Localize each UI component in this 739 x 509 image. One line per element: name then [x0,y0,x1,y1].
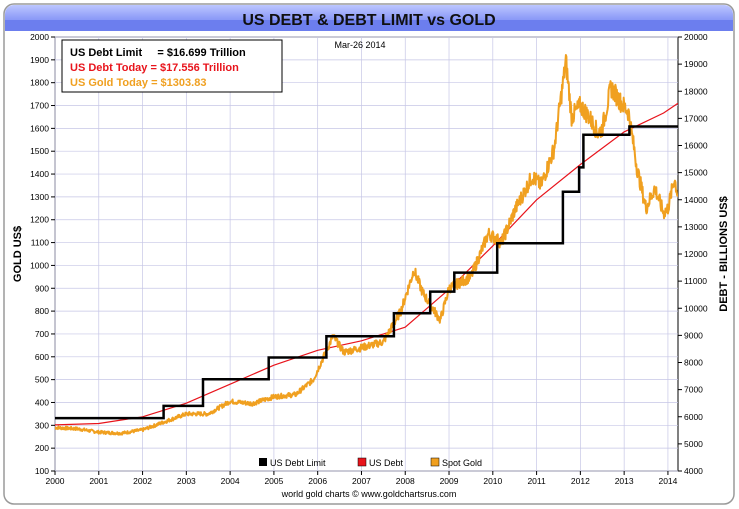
chart-title: US DEBT & DEBT LIMIT vs GOLD [242,12,495,29]
y-axis-left: 100 200 300 400 500 600 700 800 900 1000 1100 1200 1… [30,32,55,476]
x-tick-label: 2002 [133,476,152,486]
y-left-tick-label: 1800 [30,78,49,88]
legend-swatch-debt [357,457,367,467]
y-axis-left-label: GOLD US$ [12,226,24,282]
x-tick-label: 2000 [46,476,65,486]
y-right-tick-label: 10000 [684,303,708,313]
y-right-tick-label: 7000 [684,385,703,395]
series-spot-gold-line [55,54,678,436]
y-left-tick-label: 400 [35,397,49,407]
x-tick-label: 2013 [615,476,634,486]
y-right-tick-label: 13000 [684,222,708,232]
y-left-tick-label: 700 [35,329,49,339]
y-left-tick-label: 300 [35,420,49,430]
x-tick-label: 2010 [483,476,502,486]
y-left-tick-label: 100 [35,466,49,476]
info-debt-limit: US Debt Limit = $16.699 Trillion [70,47,246,59]
y-right-tick-label: 4000 [684,466,703,476]
y-right-tick-label: 17000 [684,113,708,123]
plot-area [54,36,679,472]
legend-swatch-debt-limit [259,458,267,466]
y-right-tick-label: 5000 [684,439,703,449]
x-tick-label: 2004 [221,476,240,486]
y-right-tick-label: 15000 [684,168,708,178]
x-tick-label: 2008 [396,476,415,486]
y-left-tick-label: 1100 [31,238,50,248]
y-right-tick-label: 16000 [684,141,708,151]
y-left-tick-label: 1500 [30,146,49,156]
legend-label-gold: Spot Gold [442,458,482,468]
x-axis: 2000 2001 2002 2003 2004 2005 2006 2007 2008 2009… [46,471,678,486]
y-left-tick-label: 1600 [30,123,49,133]
grid [54,36,678,472]
x-tick-label: 2003 [177,476,196,486]
y-axis-right-label: DEBT - BILLIONS US$ [718,196,730,312]
legend-swatch-gold [430,457,440,467]
legend-label-debt: US Debt [369,458,404,468]
x-tick-label: 2005 [264,476,283,486]
y-left-tick-label: 1700 [30,101,49,111]
y-right-tick-label: 6000 [684,412,703,422]
y-right-tick-label: 18000 [684,86,708,96]
y-left-tick-label: 1300 [30,192,49,202]
series-us-debt-limit-line [55,125,678,420]
y-left-tick-label: 2000 [30,32,49,42]
y-left-tick-label: 900 [35,283,49,293]
date-label: Mar-26 2014 [334,40,385,50]
y-left-tick-label: 200 [35,443,49,453]
y-left-tick-label: 800 [35,306,49,316]
x-tick-label: 2012 [571,476,590,486]
y-right-tick-label: 14000 [684,195,708,205]
y-right-tick-label: 20000 [684,32,708,42]
x-tick-label: 2001 [89,476,108,486]
x-tick-label: 2006 [308,476,327,486]
y-right-tick-label: 9000 [684,330,703,340]
y-left-tick-label: 500 [35,375,49,385]
footer-credit: world gold charts © www.goldchartsrus.co… [281,489,457,499]
info-debt-today: US Debt Today = $17.556 Trillion [70,62,239,74]
x-tick-label: 2007 [352,476,371,486]
y-right-tick-label: 8000 [684,358,703,368]
info-box [61,39,283,93]
y-left-tick-label: 1400 [30,169,49,179]
y-left-tick-label: 1900 [30,55,49,65]
x-tick-label: 2009 [440,476,459,486]
x-tick-label: 2014 [658,476,677,486]
y-left-tick-label: 600 [35,352,49,362]
y-right-tick-label: 12000 [684,249,708,259]
y-right-tick-label: 11000 [684,276,707,286]
y-axis-right: 4000 5000 6000 7000 8000 9000 10000 11000 12000 1… [678,32,708,476]
info-gold-today: US Gold Today = $1303.83 [70,77,206,89]
y-left-tick-label: 1000 [30,260,49,270]
y-left-tick-label: 1200 [30,215,49,225]
y-right-tick-label: 19000 [684,59,708,69]
legend: US Debt Limit US Debt Spot Gold [259,457,482,468]
legend-label-debt-limit: US Debt Limit [270,458,326,468]
x-tick-label: 2011 [527,476,546,486]
